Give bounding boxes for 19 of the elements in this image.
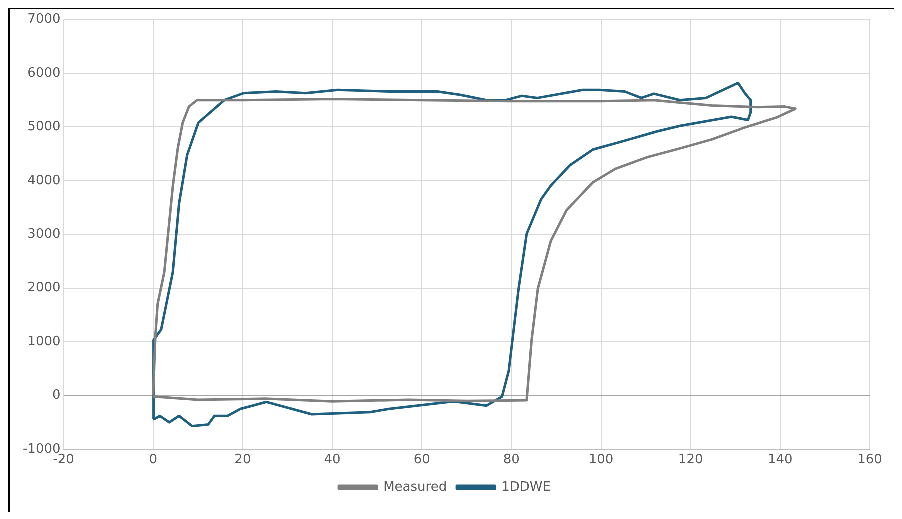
x-tick-label: 80 [503, 452, 520, 468]
y-tick-label: 4000 [28, 173, 61, 188]
y-tick-label: 6000 [28, 66, 61, 81]
y-tick-label: 3000 [28, 226, 61, 242]
y-tick-label: 7000 [28, 12, 61, 28]
y-tick-label: 1000 [28, 334, 61, 350]
y-tick-label: 2000 [28, 280, 61, 296]
y-tick-label: 5000 [28, 120, 61, 135]
x-tick-label: 120 [678, 452, 704, 468]
legend-label: 1DDWE [502, 480, 551, 495]
x-tick-label: 60 [414, 452, 430, 468]
x-tick-label: 40 [324, 452, 341, 468]
y-tick-label: 0 [52, 388, 61, 404]
x-tick-label: 140 [768, 452, 793, 468]
x-tick-label: 160 [858, 452, 882, 468]
legend-label: Measured [384, 480, 448, 495]
x-tick-label: 20 [234, 452, 252, 468]
x-tick-label: 100 [588, 452, 614, 468]
x-tick-label: 0 [149, 452, 158, 468]
